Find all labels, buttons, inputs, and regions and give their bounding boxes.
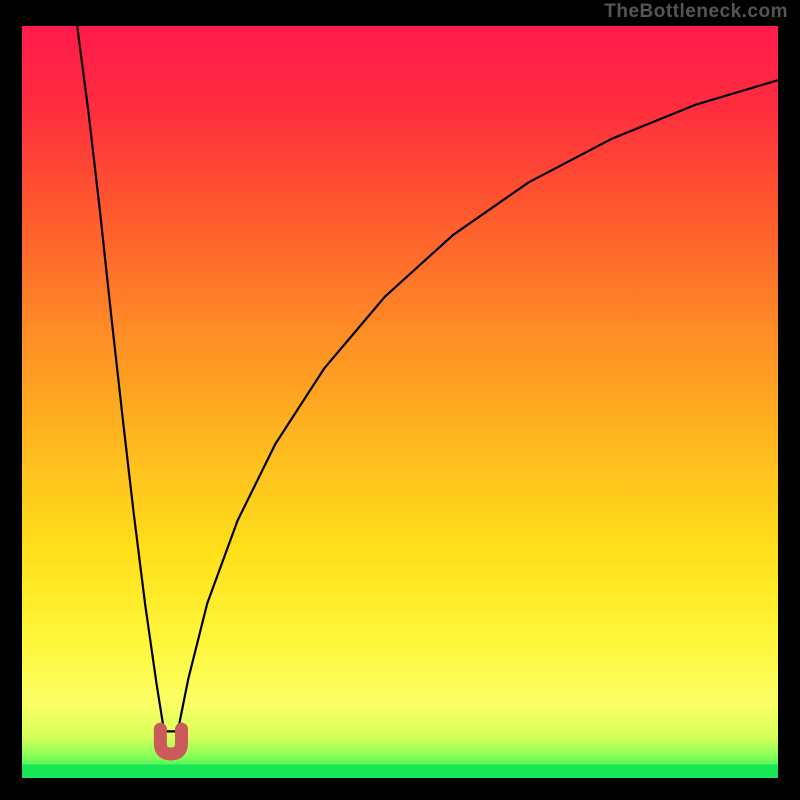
green-baseline-strip bbox=[22, 764, 778, 778]
bottleneck-chart bbox=[0, 0, 800, 800]
plot-background bbox=[22, 26, 778, 778]
figure-canvas: TheBottleneck.com bbox=[0, 0, 800, 800]
